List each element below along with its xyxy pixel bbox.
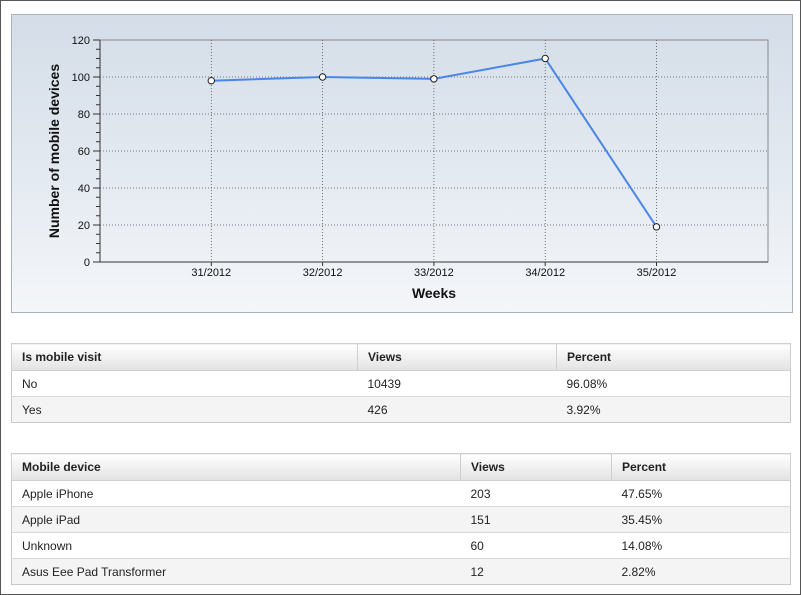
table-cell: No (11, 370, 358, 397)
series-layer (207, 54, 661, 231)
column-header[interactable]: Views (460, 453, 612, 481)
x-axis-title: Weeks (412, 285, 456, 301)
mobile-device-table: Mobile device Views Percent Apple iPhone… (11, 453, 791, 585)
table-cell: Asus Eee Pad Transformer (11, 558, 461, 585)
data-point (318, 73, 327, 81)
table-cell: 10439 (357, 370, 557, 397)
axis-layer: 0 20 40 60 80 100 120 31/2012 32/2012 33/2012 34/2… (72, 35, 768, 279)
y-tick-label: 60 (78, 146, 90, 158)
table-cell: 203 (460, 480, 612, 507)
table-cell: Yes (11, 396, 358, 423)
table-cell: 12 (460, 558, 612, 585)
y-axis-title: Number of mobile devices (46, 64, 62, 238)
data-point (430, 75, 438, 83)
table-header-row: Mobile device Views Percent (11, 453, 791, 481)
x-tick-label: 31/2012 (191, 267, 231, 279)
table-row: Unknown 60 14.08% (11, 532, 791, 559)
table-header-row: Is mobile visit Views Percent (11, 343, 791, 371)
table-row: No 10439 96.08% (11, 370, 791, 397)
table-cell: 3.92% (556, 396, 791, 423)
y-tick-label: 40 (78, 183, 90, 195)
table-row: Asus Eee Pad Transformer 12 2.82% (11, 558, 791, 585)
chart-panel: 0 20 40 60 80 100 120 31/2012 32/2012 33/2012 34/2… (11, 14, 793, 313)
table-row: Apple iPhone 203 47.65% (11, 480, 791, 507)
table-cell: Apple iPhone (11, 480, 461, 507)
table-cell: 47.65% (611, 480, 791, 507)
table-cell: 2.82% (611, 558, 791, 585)
table-cell: Unknown (11, 532, 461, 559)
grid-layer (100, 40, 768, 262)
data-point (207, 76, 216, 85)
data-point (541, 54, 549, 63)
column-header[interactable]: Is mobile visit (11, 343, 358, 371)
x-tick-label: 32/2012 (303, 267, 343, 279)
y-tick-label: 100 (72, 72, 90, 84)
table-cell: 60 (460, 532, 612, 559)
y-tick-label: 80 (78, 109, 90, 121)
table-cell: 96.08% (556, 370, 791, 397)
x-tick-label: 34/2012 (525, 267, 565, 279)
column-header[interactable]: Percent (611, 453, 791, 481)
table-cell: Apple iPad (11, 506, 461, 533)
column-header[interactable]: Views (357, 343, 557, 371)
y-tick-label: 20 (78, 220, 90, 232)
x-tick-label: 35/2012 (637, 267, 677, 279)
mobile-visit-table: Is mobile visit Views Percent No 10439 9… (11, 343, 791, 423)
line-chart: 0 20 40 60 80 100 120 31/2012 32/2012 33/2012 34/2… (46, 35, 769, 301)
table-row: Apple iPad 151 35.45% (11, 506, 791, 533)
table-cell: 14.08% (611, 532, 791, 559)
data-point (652, 223, 661, 231)
column-header[interactable]: Mobile device (11, 453, 461, 481)
y-tick-label: 0 (84, 257, 90, 269)
table-cell: 35.45% (611, 506, 791, 533)
y-tick-label: 120 (72, 35, 90, 47)
x-tick-label: 33/2012 (414, 267, 454, 279)
table-cell: 151 (460, 506, 612, 533)
column-header[interactable]: Percent (556, 343, 791, 371)
table-cell: 426 (357, 396, 557, 423)
table-row: Yes 426 3.92% (11, 396, 791, 423)
